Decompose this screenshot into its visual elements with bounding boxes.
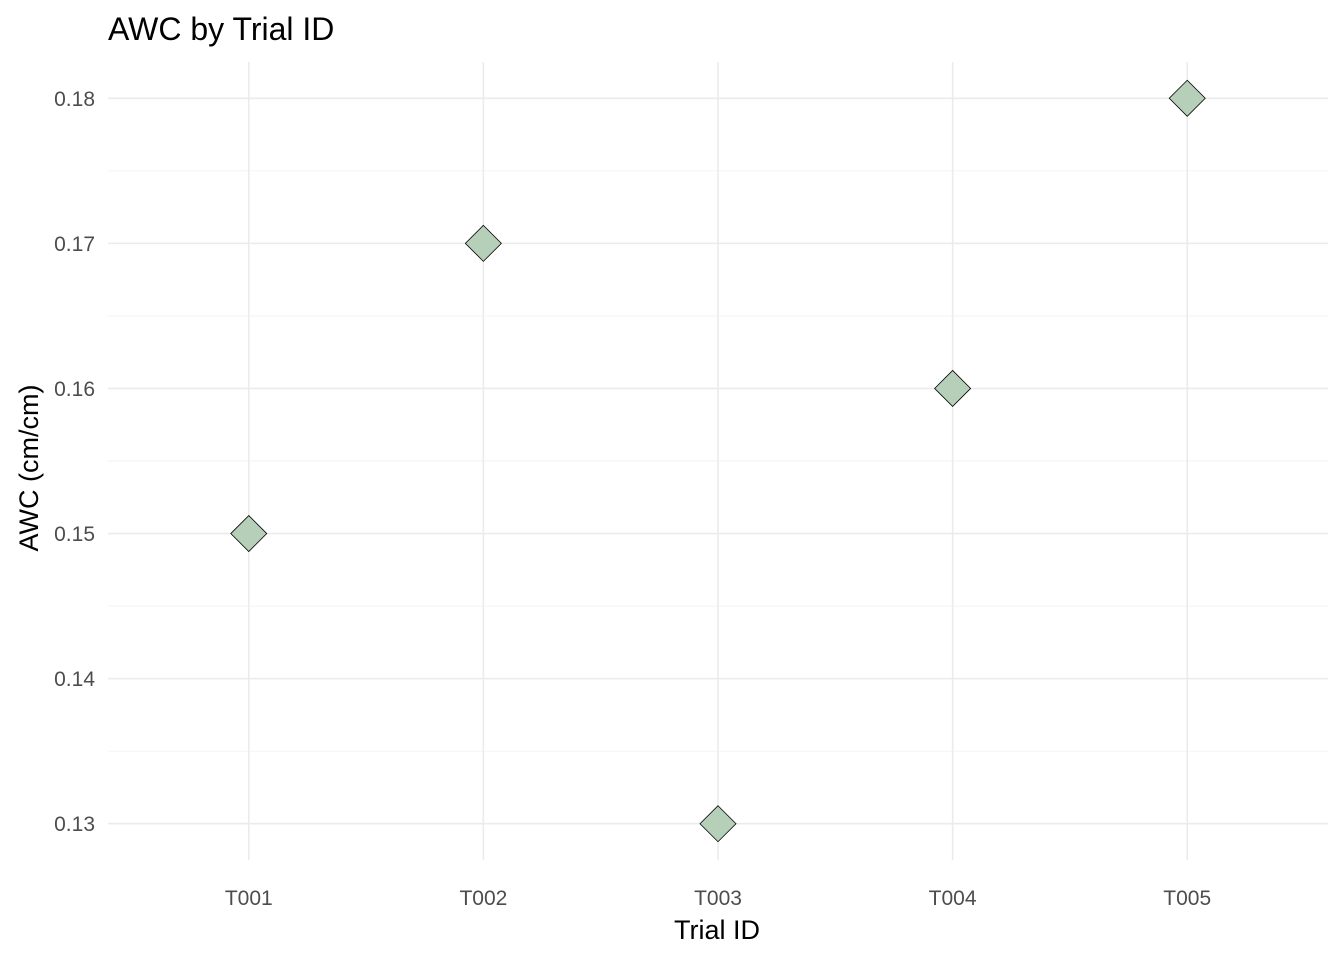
y-tick-label: 0.13 (54, 813, 95, 836)
y-axis-title: AWC (cm/cm) (14, 385, 44, 552)
data-point-t003 (699, 805, 737, 843)
data-point-t001 (230, 514, 268, 553)
y-tick-label: 0.18 (54, 88, 95, 111)
plot-grid (108, 62, 1328, 860)
data-point-t002 (464, 224, 502, 262)
x-tick-label: T005 (1163, 887, 1211, 910)
x-tick-label: T001 (225, 887, 273, 910)
x-axis-ticks: T001 T002 T003 T004 T005 (225, 887, 1211, 910)
data-point-t005 (1168, 79, 1206, 117)
data-point-t004 (934, 369, 972, 408)
chart-title: AWC by Trial ID (108, 11, 334, 47)
x-tick-label: T004 (929, 887, 977, 910)
x-tick-label: T003 (694, 887, 742, 910)
y-tick-label: 0.16 (54, 378, 95, 401)
y-axis-ticks: 0.13 0.14 0.15 0.16 0.17 0.18 (54, 88, 95, 836)
x-axis-title: Trial ID (674, 915, 760, 945)
y-tick-label: 0.15 (54, 523, 95, 546)
data-points (230, 79, 1206, 843)
y-tick-label: 0.14 (54, 668, 95, 691)
y-tick-label: 0.17 (54, 233, 95, 256)
x-tick-label: T002 (459, 887, 507, 910)
